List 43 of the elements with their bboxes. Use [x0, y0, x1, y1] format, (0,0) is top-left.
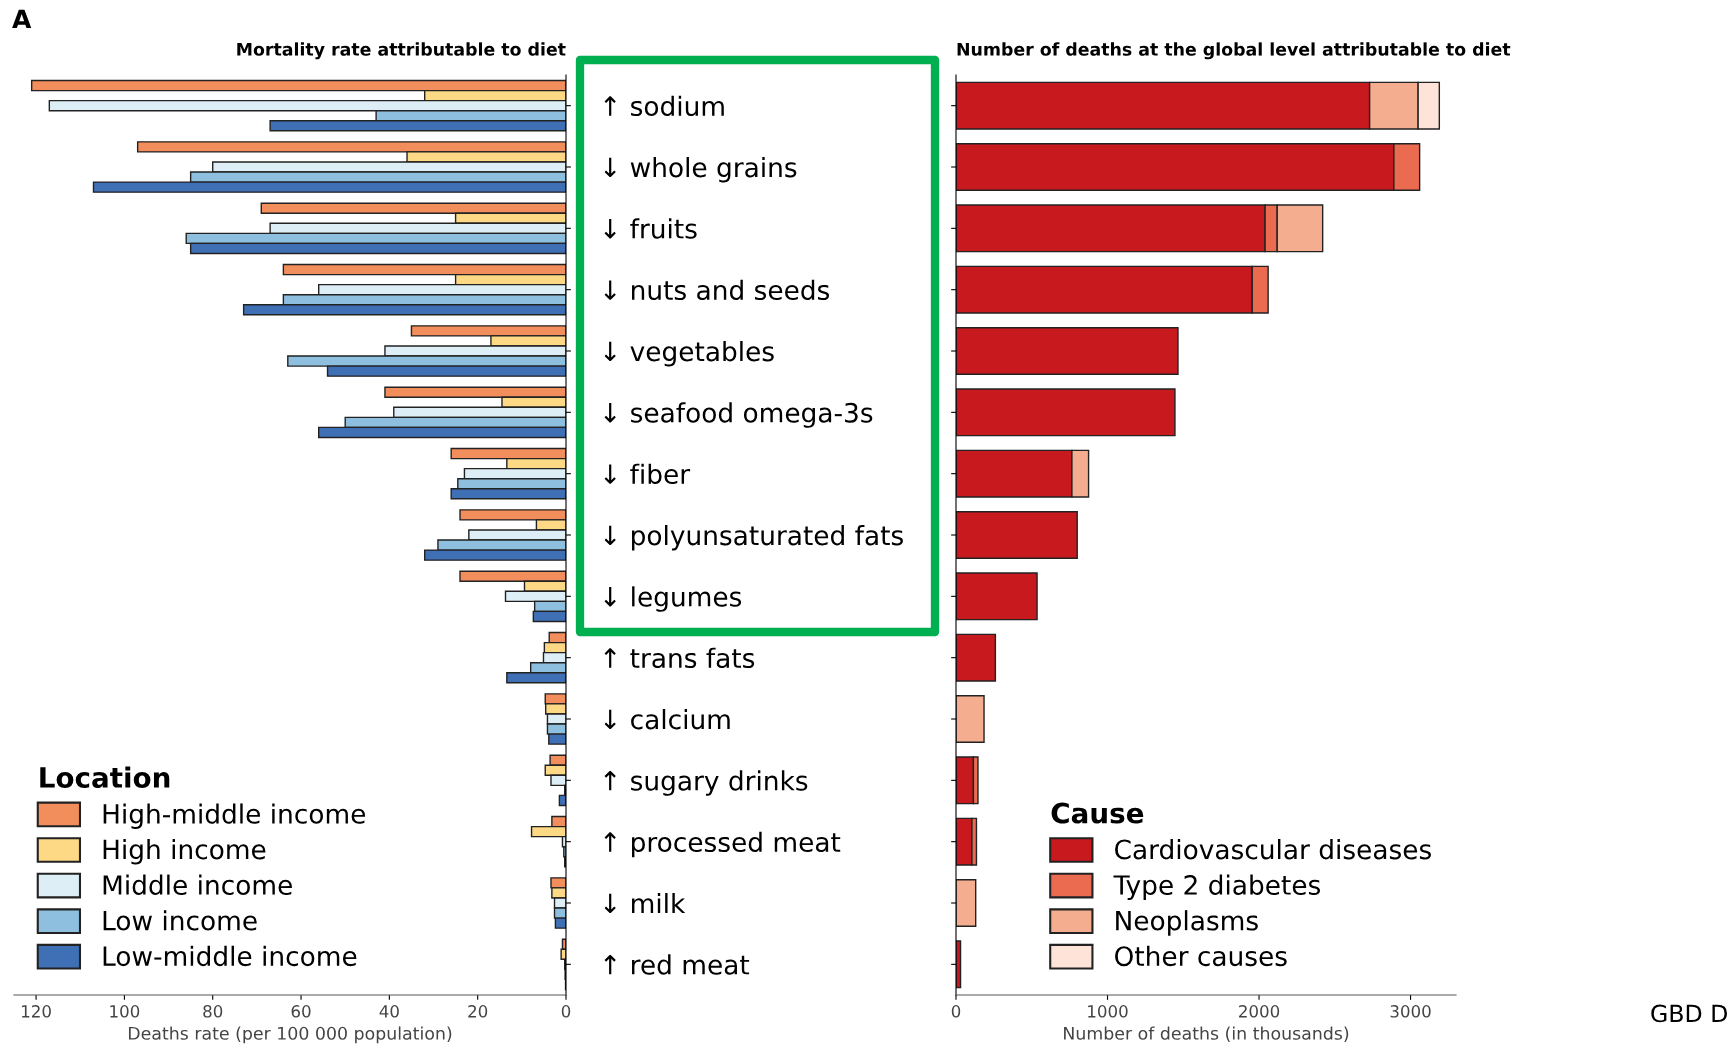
x-tick-label: 60: [291, 1005, 311, 1018]
x-tick-label: 40: [379, 1005, 399, 1018]
legend-title: Location: [40, 766, 170, 789]
legend-label: High-middle income: [103, 803, 365, 829]
y-tick-label: ↑ sodium: [604, 95, 724, 117]
legend-label: Cardiovascular diseases: [1115, 839, 1431, 860]
y-tick-label: ↓ polyunsaturated fats: [604, 524, 903, 551]
legend-label: High income: [103, 839, 266, 865]
y-tick-label: ↑ trans fats: [604, 647, 755, 669]
legend-label: Low income: [103, 910, 257, 931]
x-tick-label: 120: [22, 1005, 51, 1018]
legend-label: Other causes: [1115, 945, 1287, 967]
chart-title: Number of deaths at the global level attributable to diet: [957, 42, 1511, 60]
y-tick-label: ↓ fruits: [604, 218, 697, 239]
x-tick-label: 3000: [1390, 1005, 1431, 1018]
y-tick-label: ↓ milk: [604, 892, 686, 914]
legend-label: Type 2 diabetes: [1113, 874, 1320, 901]
x-tick-label: 1000: [1088, 1005, 1128, 1018]
text: A: [12, 9, 32, 28]
y-tick-label: ↑ processed meat: [604, 831, 841, 858]
y-tick-label: ↓ seafood omega-3s: [604, 402, 873, 428]
x-tick-label: 2000: [1239, 1005, 1280, 1018]
x-axis-title: Deaths rate (per 100 000 population): [128, 1026, 452, 1044]
y-tick-label: ↓ whole grains: [604, 156, 797, 183]
x-tick-label: 100: [110, 1005, 140, 1018]
y-tick-label: ↑ sugary drinks: [604, 770, 808, 796]
legend-title: Cause: [1051, 802, 1144, 824]
y-tick-label: ↓ vegetables: [604, 340, 774, 367]
y-tick-label: ↓ calcium: [604, 708, 730, 730]
x-axis-title: Number of deaths (in thousands): [1064, 1026, 1349, 1042]
y-tick-label: ↓ nuts and seeds: [604, 279, 830, 301]
chart-title: Mortality rate attributable to diet: [237, 42, 566, 60]
x-tick-label: 0: [561, 1005, 571, 1018]
y-tick-label: ↓ fiber: [604, 463, 691, 485]
y-tick-label: ↓ legumes: [604, 586, 742, 612]
x-tick-label: 20: [468, 1005, 488, 1018]
x-tick-label: 80: [203, 1005, 223, 1018]
x-tick-label: 0: [951, 1005, 961, 1018]
text: GBD D: [1651, 1004, 1727, 1023]
legend-label: Neoplasms: [1116, 910, 1258, 936]
y-tick-label: ↑ red meat: [604, 954, 750, 975]
legend-label: Low-middle income: [103, 945, 357, 967]
legend-label: Middle income: [103, 874, 292, 895]
